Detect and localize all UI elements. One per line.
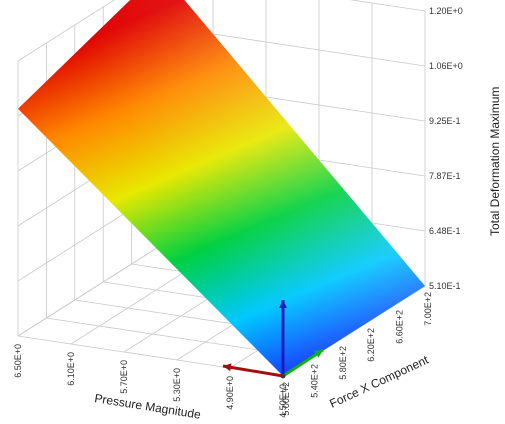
x-tick-label: 4.90E+0	[225, 376, 235, 410]
side-wall-grid-line	[17, 245, 161, 337]
back-wall-grid-line	[349, 0, 426, 12]
y-tick-label: 7.00E+2	[423, 292, 433, 326]
z-triad-arrow	[279, 300, 287, 376]
y-tick-label: 6.20E+2	[366, 328, 376, 362]
x-axis-title: Pressure Magnitude	[94, 391, 203, 422]
axis-triad	[222, 300, 324, 379]
y-tick-label: 5.00E+2	[281, 382, 291, 416]
chart-labels: 4.50E+0 4.90E+0 5.30E+0 5.70E+0 6.10E+0 6.50E…	[13, 6, 463, 418]
y-tick-label: 6.60E+2	[395, 310, 405, 344]
x-tick-label: 6.10E+0	[66, 352, 76, 386]
z-tick-label: 1.06E+0	[429, 61, 463, 71]
surface-shading	[18, 0, 425, 376]
response-surface	[18, 0, 425, 376]
triad-origin	[280, 373, 286, 379]
x-tick-label: 6.50E+0	[13, 344, 23, 378]
x-tick-label: 4.50E+0	[278, 384, 288, 418]
side-wall-grid-line	[17, 0, 115, 62]
z-axis-title: Total Deformation Maximum	[488, 87, 502, 236]
y-tick-label: 5.80E+2	[338, 346, 348, 380]
x-triad-arrow	[222, 363, 284, 378]
z-tick-label: 7.87E-1	[429, 171, 461, 181]
y-tick-label: 5.40E+2	[309, 364, 319, 398]
z-tick-label: 9.25E-1	[429, 116, 461, 126]
y-triad-arrow	[282, 348, 324, 378]
z-tick-label: 1.20E+0	[429, 6, 463, 16]
z-tick-label: 5.10E-1	[429, 281, 461, 291]
x-tick-label: 5.30E+0	[172, 368, 182, 402]
z-tick-label: 6.48E-1	[429, 226, 461, 236]
x-tick-label: 5.70E+0	[119, 360, 129, 394]
